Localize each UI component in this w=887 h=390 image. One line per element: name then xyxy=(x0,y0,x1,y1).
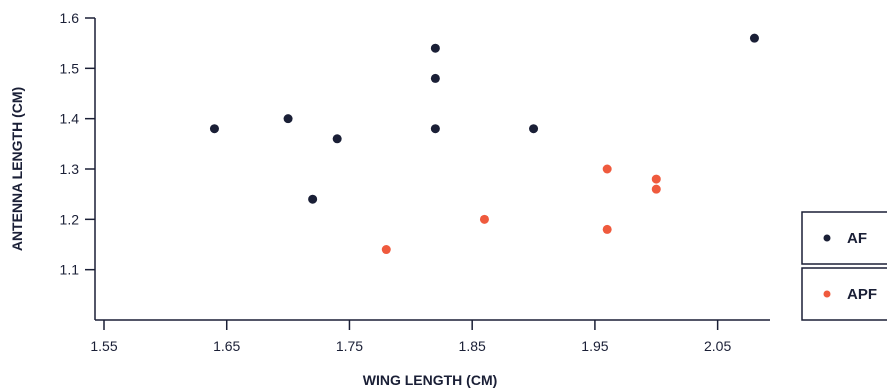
x-ticks: 1.55 1.65 1.75 1.85 1.95 2.05 xyxy=(90,320,731,354)
data-point-apf xyxy=(651,184,661,194)
x-tick-label: 1.85 xyxy=(459,338,486,354)
data-point-af xyxy=(529,124,539,134)
data-points xyxy=(209,33,759,255)
legend-item-af: AF xyxy=(801,211,887,265)
data-point-af xyxy=(308,194,318,204)
data-point-af xyxy=(430,124,440,134)
y-axis-title: ANTENNA LENGTH (CM) xyxy=(9,87,25,251)
legend-item-apf: APF xyxy=(801,267,887,321)
x-axis-title: WING LENGTH (CM) xyxy=(363,372,498,388)
legend-label-af: AF xyxy=(847,230,867,247)
data-point-apf xyxy=(651,174,661,184)
y-tick-label: 1.3 xyxy=(60,161,80,177)
data-point-apf xyxy=(602,224,612,234)
y-tick-label: 1.6 xyxy=(60,10,80,26)
data-point-af xyxy=(283,114,293,124)
data-point-af xyxy=(332,134,342,144)
legend-label-apf: APF xyxy=(847,286,877,303)
data-point-apf xyxy=(479,214,489,224)
x-tick-label: 1.55 xyxy=(90,338,117,354)
y-ticks: 1.1 1.2 1.3 1.4 1.5 1.6 xyxy=(60,10,95,278)
y-tick-label: 1.4 xyxy=(60,111,80,127)
axes xyxy=(94,18,770,321)
legend: AF APF xyxy=(801,211,887,321)
legend-marker-apf xyxy=(823,290,831,298)
x-tick-label: 2.05 xyxy=(704,338,731,354)
data-point-af xyxy=(749,33,759,43)
x-tick-label: 1.75 xyxy=(336,338,363,354)
data-point-apf xyxy=(381,245,391,255)
data-point-apf xyxy=(602,164,612,174)
y-tick-label: 1.5 xyxy=(60,60,80,76)
data-point-af xyxy=(209,124,219,134)
y-tick-label: 1.1 xyxy=(60,262,80,278)
data-point-af xyxy=(430,73,440,83)
legend-box-af xyxy=(801,211,887,265)
data-point-af xyxy=(430,43,440,53)
legend-marker-af xyxy=(823,234,831,242)
y-tick-label: 1.2 xyxy=(60,211,80,227)
legend-box-apf xyxy=(801,267,887,321)
x-tick-label: 1.65 xyxy=(213,338,240,354)
x-tick-label: 1.95 xyxy=(581,338,608,354)
